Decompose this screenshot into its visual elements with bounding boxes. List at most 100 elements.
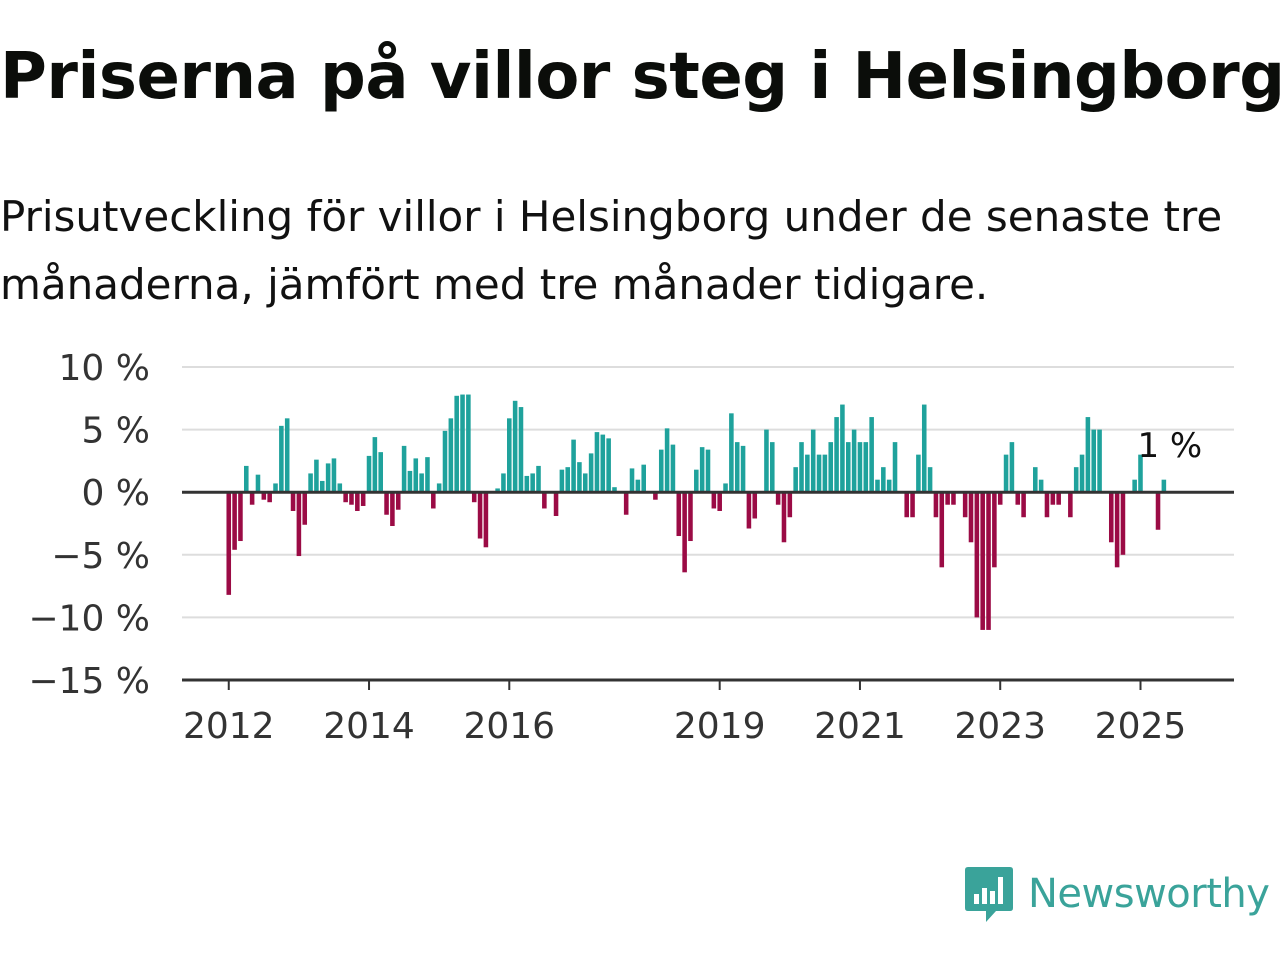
bar [337,483,343,493]
bar [699,447,705,493]
bar [232,492,237,550]
bar [255,474,261,493]
bar [653,492,658,500]
x-tick-label: 2021 [814,706,906,747]
bar [863,442,869,493]
bar [606,438,611,493]
bar [980,492,985,630]
bar [951,492,956,505]
bar [1155,492,1161,530]
bar [1079,454,1085,493]
bar [431,492,436,509]
bar [588,453,594,493]
bar [623,492,629,515]
bar [670,444,676,493]
bar [290,492,296,511]
bar [407,470,413,493]
bar [746,492,752,529]
bar [962,492,968,518]
bar [664,428,670,493]
bar [512,400,518,493]
bar [921,404,927,493]
bar [419,473,424,493]
bar [553,492,559,516]
bar [442,430,448,493]
bar [1038,479,1044,493]
bar [840,404,845,493]
x-tick-label: 2016 [463,706,555,747]
bar [1120,492,1126,555]
bar [676,492,682,537]
bar [851,429,857,493]
bar [997,492,1003,505]
bar [507,418,512,493]
bar [1161,479,1167,493]
bar [705,449,711,493]
bar [740,445,746,493]
bar [869,417,874,493]
bar [910,492,915,518]
y-tick-label: −15 % [28,661,150,702]
bar [314,459,319,493]
bar [395,492,401,510]
bar [641,464,646,493]
bar [787,492,793,518]
bar [845,442,851,493]
bar [296,492,302,557]
bar [1033,467,1038,493]
bar [495,488,500,493]
bar [226,492,232,595]
bar [471,492,477,503]
bar [1068,492,1073,518]
data-label-latest: 1 % [1137,426,1202,466]
bar [974,492,980,618]
bar [1132,479,1137,493]
y-tick-label: −5 % [51,536,150,577]
bar [781,492,787,543]
bar [734,442,740,493]
bar [244,465,249,493]
bar [565,467,571,493]
brand-name: Newsworthy [1028,871,1270,917]
bar [594,432,600,493]
bar [694,469,699,493]
brand-logo[interactable]: Newsworthy [962,864,1270,924]
bar [319,480,325,493]
bar [249,492,255,505]
bar [466,394,471,493]
bar [413,458,419,493]
x-tick-label: 2014 [323,706,415,747]
bar [711,492,717,509]
bar [635,479,641,493]
bar [273,483,278,493]
x-tick-label: 2012 [183,706,275,747]
bar [904,492,909,518]
bar [477,492,483,539]
bar [775,492,781,505]
bar [582,473,588,493]
bar [992,492,997,568]
bar [764,429,769,493]
bar [828,442,834,493]
bar [1114,492,1120,568]
bar [717,492,722,511]
bar [1097,429,1102,493]
bar [454,395,459,493]
bar [390,492,395,527]
bar [355,492,360,511]
bar [945,492,950,505]
bar [267,492,272,503]
bar [331,458,337,493]
bar [886,479,892,493]
bar [559,469,565,493]
bar [284,418,290,493]
y-tick-label: 0 % [81,473,150,514]
bar [261,492,267,500]
bar [401,445,407,493]
bar [366,455,372,493]
bar [658,449,664,493]
newsworthy-logo-icon [965,867,1013,922]
bar [688,492,693,542]
bar [892,442,898,493]
bar [682,492,687,573]
